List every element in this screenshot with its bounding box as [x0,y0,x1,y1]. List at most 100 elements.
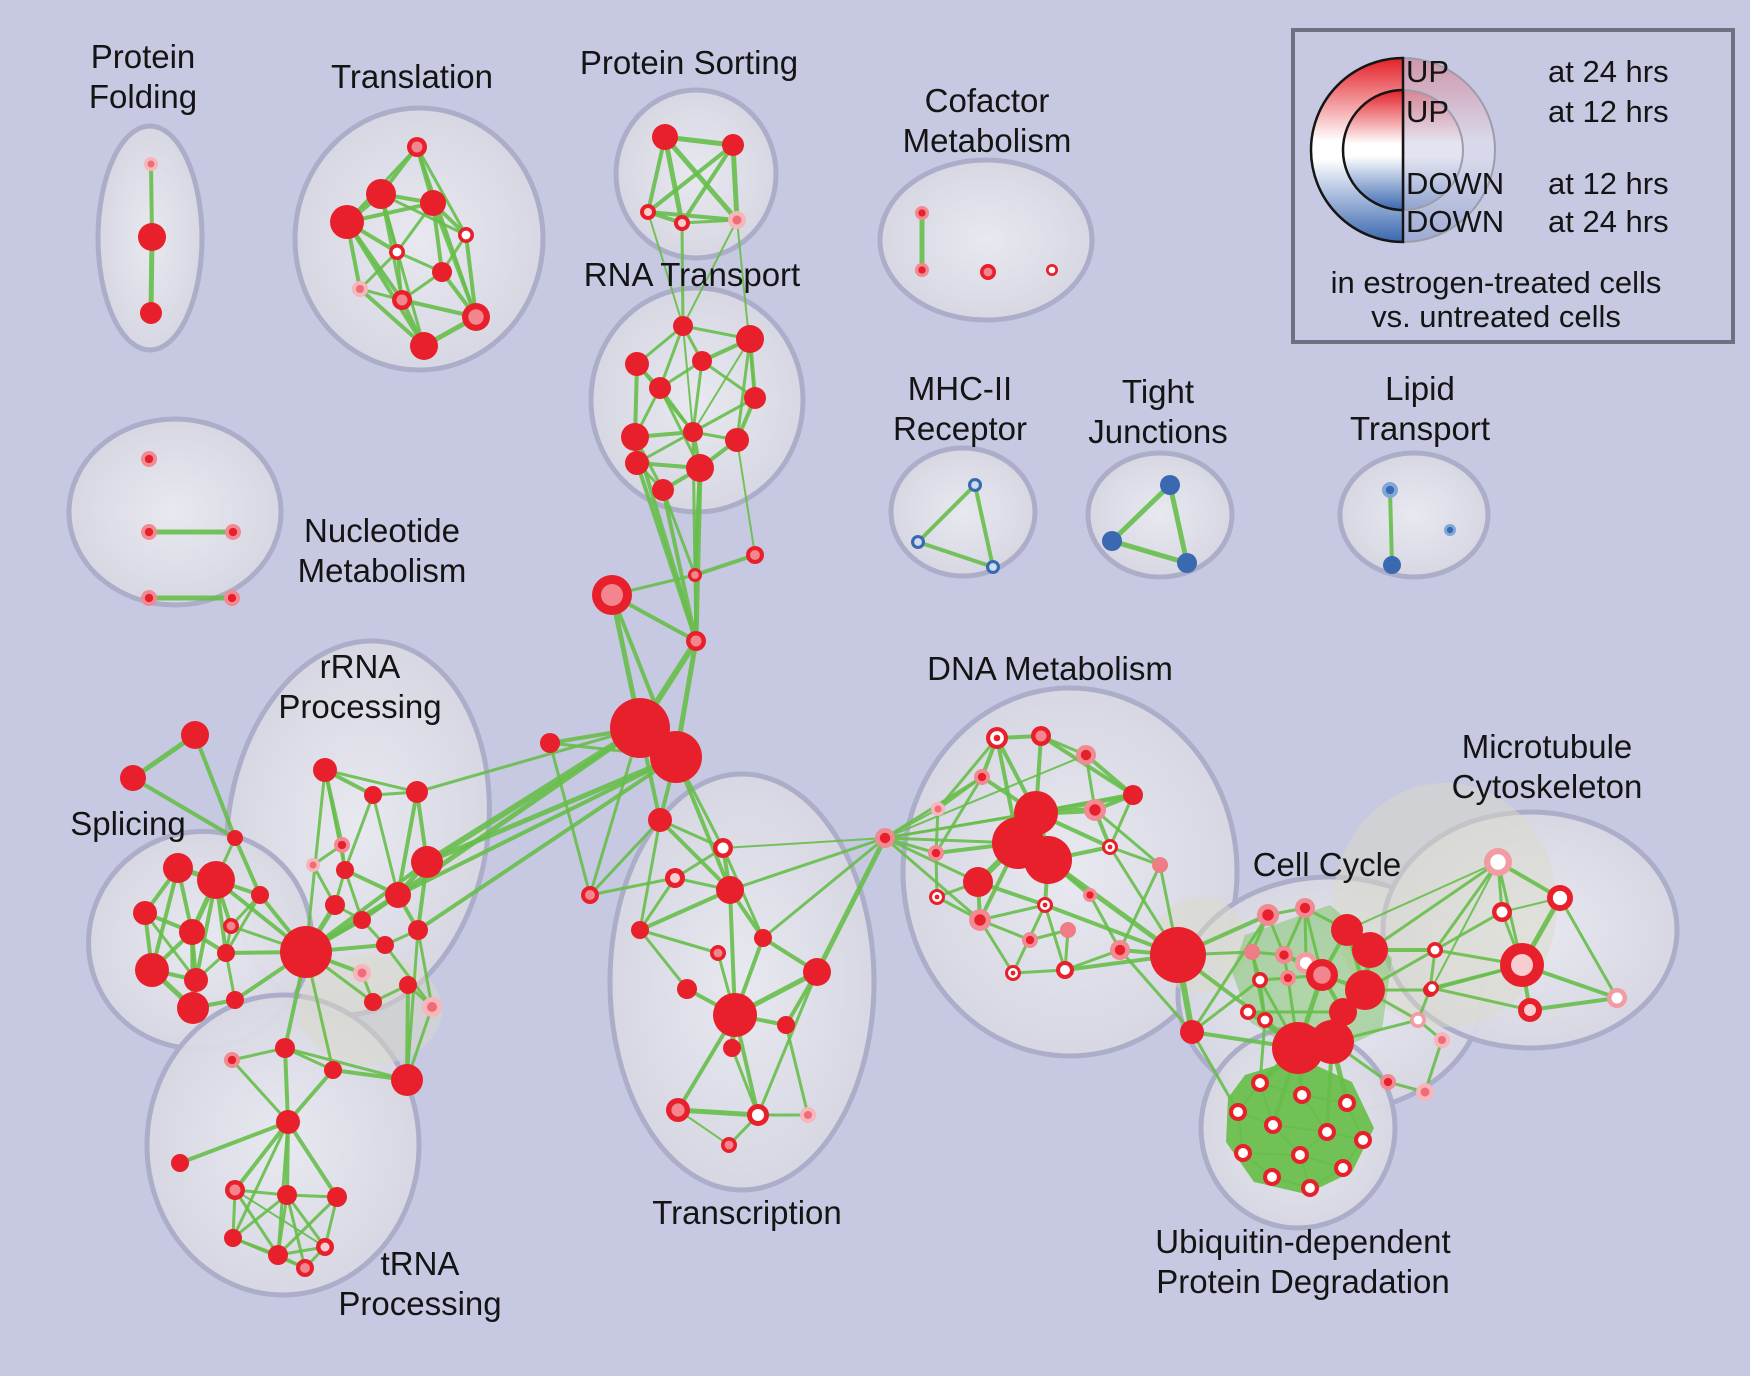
gene-node [683,422,703,442]
gene-node [650,731,702,783]
interaction-edge [286,1120,339,1199]
gene-node [621,423,649,451]
gene-node [392,290,412,310]
gene-node [713,838,733,858]
interaction-edge [396,790,419,897]
gene-node [1252,972,1268,988]
interaction-edge [691,396,757,434]
interaction-edge [934,775,984,855]
gene-node [140,302,162,324]
interaction-edge [431,201,478,319]
interaction-edge [1388,488,1394,567]
gene-node [1257,1012,1273,1028]
gene-node [225,524,241,540]
gene-node [747,1104,769,1126]
gene-node [306,858,320,872]
gene-node [710,945,726,961]
gene-node [336,861,354,879]
gene-node [728,211,746,229]
interaction-edge [231,1120,290,1240]
cluster-label-cell-cycle: Cell Cycle [1253,846,1402,883]
gene-node [640,204,656,220]
interaction-edge [680,218,739,225]
gene-node [141,524,157,540]
interaction-edge [1368,860,1500,952]
gene-node [648,808,672,832]
gene-node [713,993,757,1037]
gene-node [171,1154,189,1172]
interaction-edge [680,143,735,225]
gene-node [364,786,382,804]
gene-node [1306,959,1338,991]
interaction-edge [1423,1038,1444,1094]
gene-node [803,958,831,986]
gene-node [746,546,764,564]
gene-node [722,134,744,156]
cluster-label-tight-junctions: Junctions [1088,413,1227,450]
gene-node [224,590,240,606]
gene-node [1234,1144,1252,1162]
gene-node [963,867,993,897]
gene-node [1180,1020,1204,1044]
gene-node [1152,857,1168,873]
gene-node [1334,1159,1352,1177]
interaction-edge [1431,861,1499,989]
interaction-edge [1109,482,1173,544]
cluster-ellipse-cofactor-metabolism [877,157,1095,323]
gene-node [1380,1074,1396,1090]
gene-node [716,876,744,904]
interaction-edge [416,755,678,932]
gene-node [1338,1094,1356,1112]
gene-node [364,993,382,1011]
gene-node [462,303,490,331]
gene-node [1076,745,1096,765]
gene-node [625,451,649,475]
gene-node [1354,1131,1372,1149]
gene-node [915,206,929,220]
interaction-edge [662,134,685,226]
gene-node [1123,785,1143,805]
interaction-edge [693,553,757,577]
interaction-edge [416,928,434,1009]
gene-node [625,352,649,376]
interaction-edge [884,754,1087,839]
gene-node [969,909,991,931]
cluster-label-translation: Translation [331,58,493,95]
legend-time-2: at 12 hrs [1548,166,1669,201]
interaction-edge [662,134,740,223]
gene-node [723,1039,741,1057]
gene-node [1056,961,1074,979]
interaction-edge [1108,845,1162,867]
gene-node [411,846,443,878]
gene-node [1177,553,1197,573]
gene-node [1240,1004,1256,1020]
interaction-edge [343,793,375,872]
interaction-edge [936,736,999,811]
gene-node [1518,998,1542,1022]
gene-node [316,1238,334,1256]
cluster-ellipse-trna-processing [144,992,422,1298]
gene-node [1229,1103,1247,1121]
gene-node [353,964,371,982]
gene-node [1310,1020,1354,1064]
gene-node [1484,848,1512,876]
interaction-edge [978,903,1047,922]
gene-node [1301,1179,1319,1197]
gene-node [631,921,649,939]
interaction-edge [728,836,887,892]
gene-node [928,845,944,861]
gene-node [980,264,996,280]
gene-node [721,1137,737,1153]
gene-node [649,377,671,399]
interaction-edge [646,143,735,214]
gene-node [1037,897,1053,913]
legend-time-0: at 24 hrs [1548,54,1669,89]
interaction-edge [178,1120,290,1165]
gene-node [1329,998,1357,1026]
gene-node [677,979,697,999]
gene-node [777,1016,795,1034]
interaction-edge [283,1046,290,1124]
interaction-edge [693,573,698,643]
